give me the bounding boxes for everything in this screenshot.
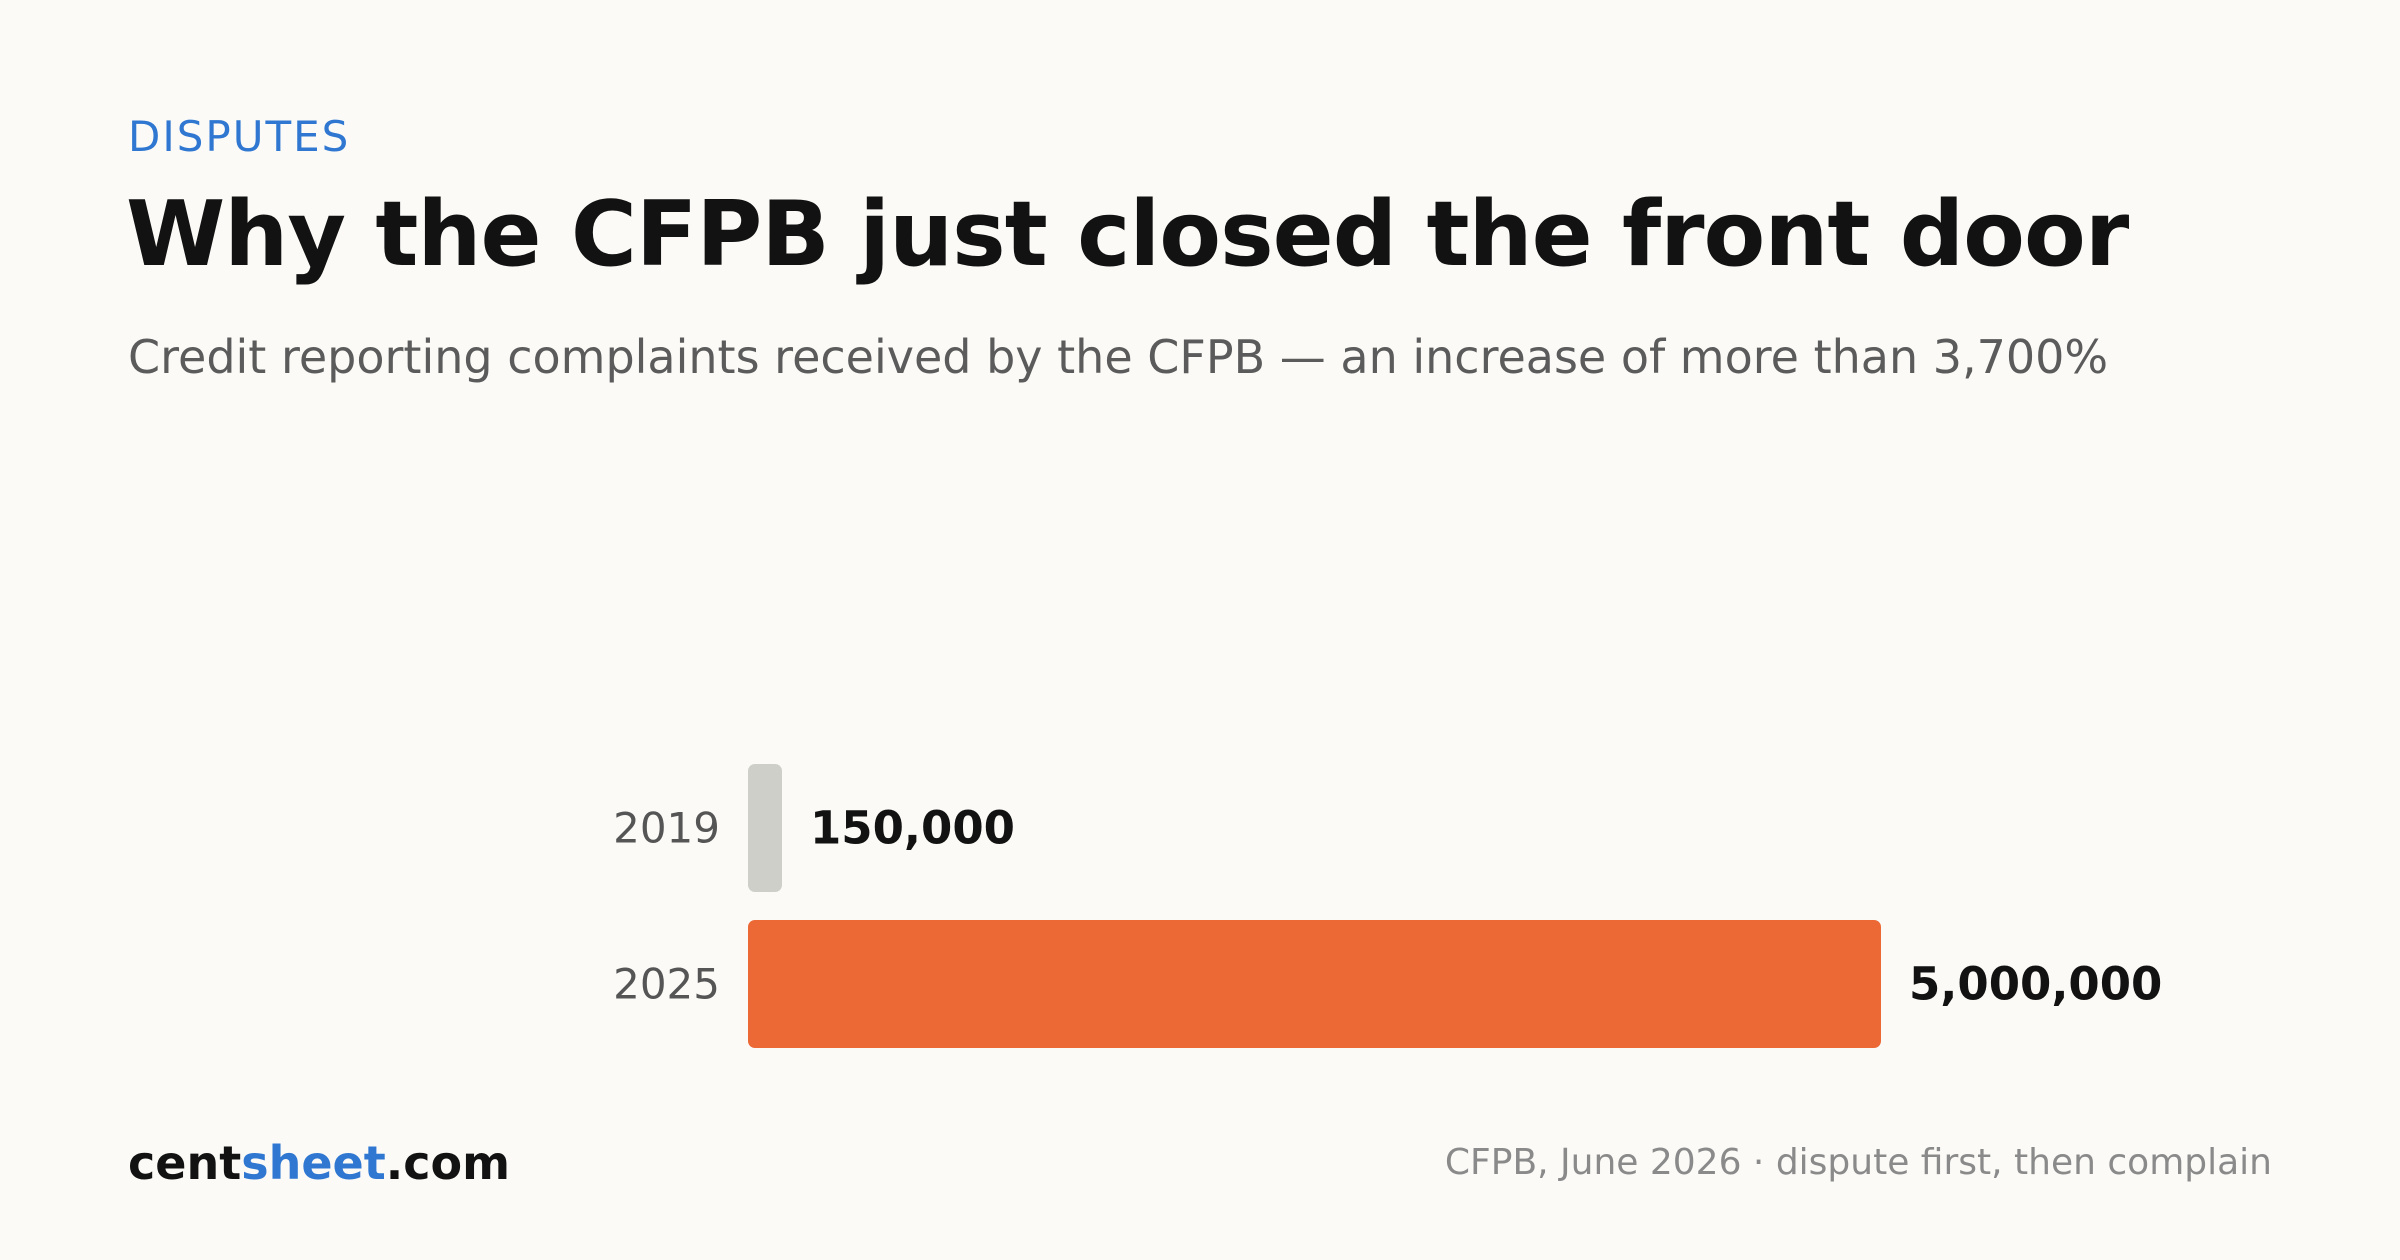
brand-suffix: .com <box>385 1136 510 1190</box>
category-label-2025: 2025 <box>613 960 720 1009</box>
source-note: CFPB, June 2026 · dispute first, then co… <box>1444 1142 2272 1183</box>
brand-prefix: cent <box>128 1136 242 1190</box>
value-label-2019: 150,000 <box>810 802 1015 855</box>
brand-logo[interactable]: centsheet.com <box>128 1136 510 1190</box>
brand-accent: sheet <box>241 1136 386 1190</box>
value-label-2025: 5,000,000 <box>1909 958 2162 1011</box>
bar-2025 <box>748 920 1881 1048</box>
chart-subtitle: Credit reporting complaints received by … <box>128 330 2109 384</box>
chart-title: Why the CFPB just closed the front door <box>126 182 2129 287</box>
category-label-2019: 2019 <box>613 804 720 853</box>
bar-2019 <box>748 764 782 892</box>
section-eyebrow: DISPUTES <box>128 112 351 161</box>
